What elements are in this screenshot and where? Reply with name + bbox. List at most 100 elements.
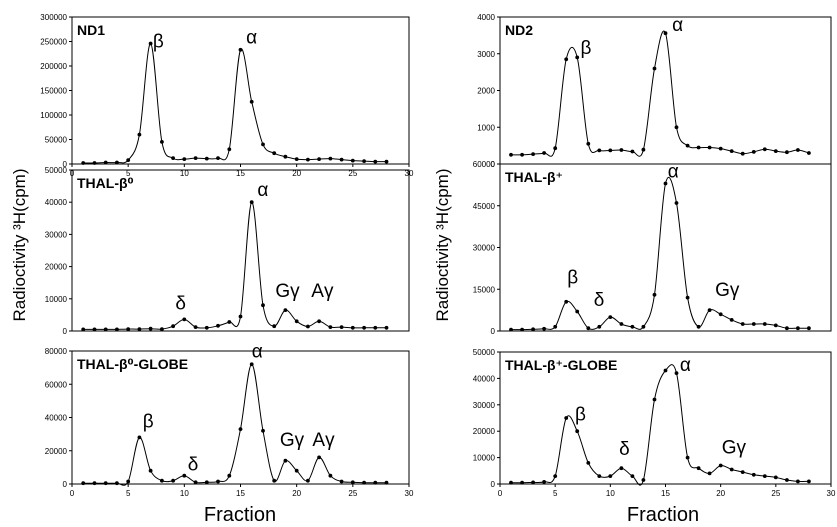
data-point xyxy=(608,148,613,153)
data-point xyxy=(294,319,299,324)
y-tick-label: 2000 xyxy=(477,87,495,96)
x-tick-label: 10 xyxy=(180,489,189,498)
data-point xyxy=(137,435,142,440)
series-line xyxy=(83,363,387,486)
x-tick-label: 30 xyxy=(827,489,836,498)
data-point xyxy=(115,160,119,165)
data-point xyxy=(762,474,767,478)
x-tick-label: 25 xyxy=(771,489,780,498)
data-point xyxy=(204,325,209,330)
peak-label: α xyxy=(246,27,257,48)
data-point xyxy=(204,480,209,485)
x-tick-label: 15 xyxy=(661,489,670,498)
y-tick-label: 0 xyxy=(63,160,68,169)
peak-label: β xyxy=(143,411,154,432)
x-tick-label: 10 xyxy=(606,489,615,498)
data-point xyxy=(641,147,646,152)
data-point xyxy=(785,478,789,482)
x-tick-label: 20 xyxy=(292,489,301,498)
data-point xyxy=(575,429,580,434)
data-point xyxy=(227,320,232,324)
data-point xyxy=(630,474,635,478)
peak-label: Gγ xyxy=(275,281,300,302)
data-point xyxy=(641,478,646,482)
data-point xyxy=(773,323,778,328)
data-point xyxy=(81,161,86,165)
data-point xyxy=(193,325,198,329)
data-point xyxy=(674,371,679,375)
peak-label: α xyxy=(257,180,268,201)
data-point xyxy=(796,479,800,484)
series-line xyxy=(510,176,809,331)
data-point xyxy=(751,150,756,154)
data-point xyxy=(126,327,131,331)
data-point xyxy=(126,158,131,163)
data-point xyxy=(160,140,164,144)
data-point xyxy=(531,327,535,332)
data-point xyxy=(553,324,558,329)
peak-label: β xyxy=(153,31,164,52)
data-point xyxy=(751,322,756,326)
panel-4: 0 15000 30000 45000 60000 THAL-β⁺ βδ α Gγ xyxy=(473,160,832,336)
peak-label: δ xyxy=(175,293,186,314)
peak-label: α xyxy=(672,15,683,36)
data-point xyxy=(362,159,366,164)
plot-frame xyxy=(499,16,832,165)
data-point xyxy=(204,156,209,161)
data-point xyxy=(575,309,580,314)
data-point xyxy=(619,466,624,471)
x-axis-label-right: Fraction xyxy=(627,504,699,526)
x-tick-label: 20 xyxy=(716,489,725,498)
data-point xyxy=(148,326,153,331)
x-tick-label: 25 xyxy=(348,489,357,498)
data-point xyxy=(328,473,333,478)
data-point xyxy=(328,325,333,329)
data-point xyxy=(740,470,745,474)
data-point xyxy=(807,151,811,155)
y-tick-label: 50000 xyxy=(473,348,496,357)
y-tick-label: 10000 xyxy=(473,454,496,463)
data-point xyxy=(249,362,254,367)
data-point xyxy=(227,147,232,152)
plot-frame xyxy=(71,16,410,165)
data-point xyxy=(283,154,288,159)
y-tick-label: 30000 xyxy=(473,244,496,253)
panel-2: 0 20000 40000 60000 80000 0 5 10 15 20 25 30 THAL-β⁰… xyxy=(45,342,414,498)
data-point xyxy=(553,474,558,478)
plot-frame xyxy=(71,169,410,332)
data-point xyxy=(619,322,624,326)
peak-label: β xyxy=(567,268,578,289)
data-point xyxy=(630,149,635,154)
data-point xyxy=(707,145,712,150)
x-tick-label: 15 xyxy=(236,169,245,178)
y-tick-label: 0 xyxy=(63,480,68,489)
data-point xyxy=(674,201,679,205)
panel-title: THAL-β⁺-GLOBE xyxy=(505,357,617,373)
data-point xyxy=(729,467,734,472)
data-point xyxy=(608,315,613,319)
peak-label: α xyxy=(668,161,679,182)
data-point xyxy=(685,455,690,460)
data-point xyxy=(630,324,635,329)
data-point xyxy=(103,481,108,486)
data-point xyxy=(339,479,344,484)
data-point xyxy=(520,152,524,157)
data-point xyxy=(272,324,277,329)
data-point xyxy=(685,143,690,148)
data-point xyxy=(362,325,366,330)
y-tick-label: 60000 xyxy=(473,160,496,169)
x-tick-label: 30 xyxy=(405,489,414,498)
data-point xyxy=(575,55,580,60)
data-point xyxy=(306,157,310,162)
y-axis-label-right: Radioctivity ³H(cpm) xyxy=(433,168,452,321)
data-point xyxy=(272,478,277,483)
y-tick-label: 3000 xyxy=(477,50,495,59)
data-point xyxy=(751,472,756,477)
data-point xyxy=(261,142,265,147)
y-tick-label: 20000 xyxy=(45,447,68,456)
y-tick-label: 40000 xyxy=(45,414,68,423)
data-point xyxy=(283,308,288,312)
panel-title: THAL-β⁺ xyxy=(505,169,563,185)
data-point xyxy=(641,324,646,329)
